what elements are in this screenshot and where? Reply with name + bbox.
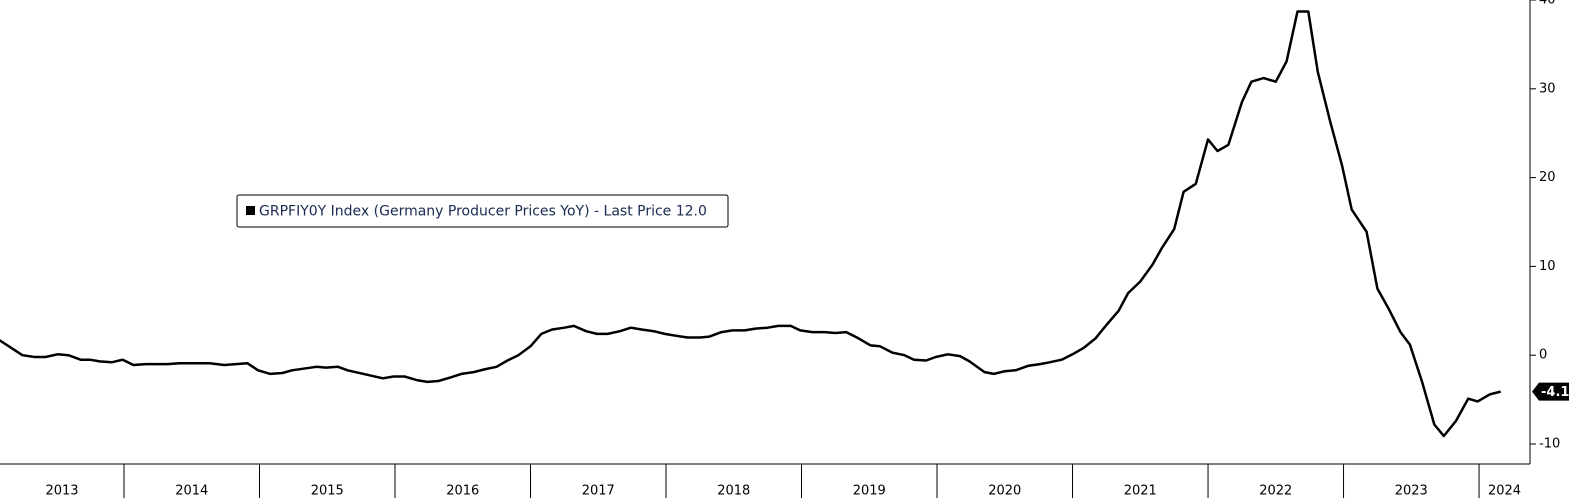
y-tick-label: 40 xyxy=(1539,0,1556,8)
y-tick-label: 20 xyxy=(1539,170,1556,185)
x-tick-label: 2015 xyxy=(311,484,344,498)
x-tick-label: 2014 xyxy=(175,484,208,498)
x-tick-label: 2017 xyxy=(582,484,615,498)
last-price-label: -4.1 xyxy=(1541,385,1569,400)
legend-box xyxy=(236,194,729,228)
y-tick-label: 10 xyxy=(1539,259,1556,274)
x-tick-label: 2024 xyxy=(1488,484,1521,498)
legend-swatch xyxy=(246,206,255,215)
y-tick-label: 30 xyxy=(1539,81,1556,96)
x-tick-label: 2019 xyxy=(853,484,886,498)
x-tick-label: 2018 xyxy=(717,484,750,498)
line-series xyxy=(0,10,1502,438)
x-tick-label: 2016 xyxy=(446,484,479,498)
x-tick-label: 2022 xyxy=(1259,484,1292,498)
legend-label: GRPFIY0Y Index (Germany Producer Prices … xyxy=(259,204,707,220)
y-tick-label: 0 xyxy=(1539,348,1547,363)
x-tick-label: 2013 xyxy=(45,484,78,498)
last-price-tag xyxy=(1532,382,1569,401)
x-tick-label: 2020 xyxy=(988,484,1021,498)
x-tick-label: 2023 xyxy=(1395,484,1428,498)
y-tick-label: -10 xyxy=(1539,437,1560,452)
x-tick-label: 2021 xyxy=(1124,484,1157,498)
